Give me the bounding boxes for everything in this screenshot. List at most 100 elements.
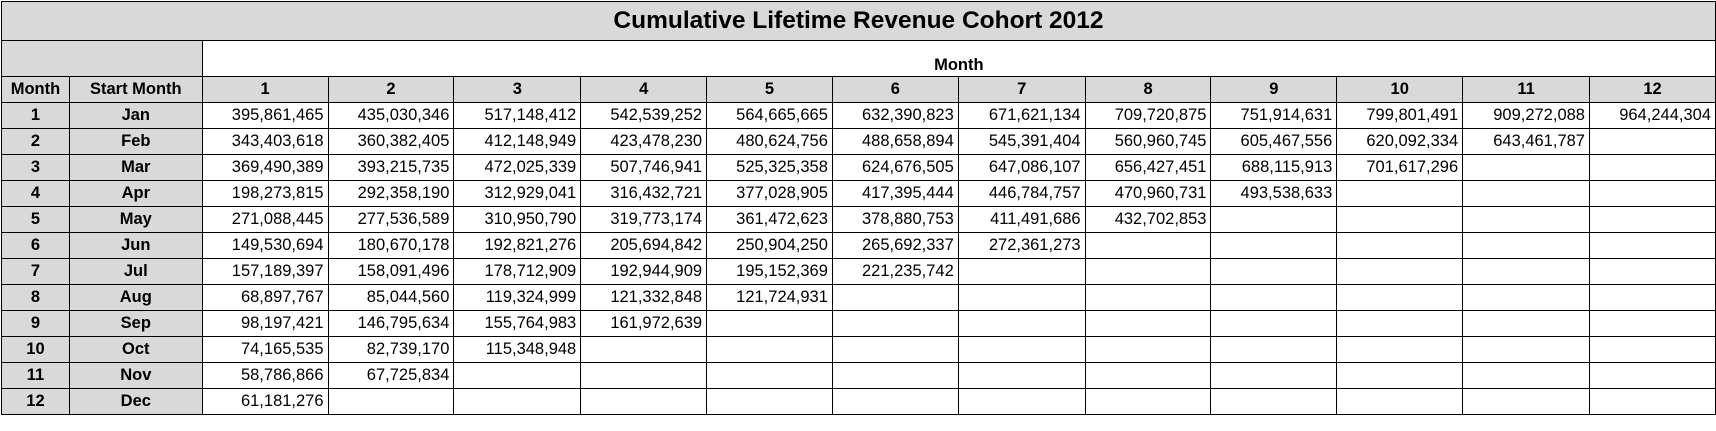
revenue-cell: 121,332,848	[580, 284, 708, 311]
revenue-cell	[1336, 362, 1464, 389]
revenue-cell: 488,658,894	[831, 128, 959, 155]
revenue-cell: 312,929,041	[453, 180, 582, 207]
column-header-month-2: 2	[327, 76, 455, 103]
revenue-cell: 395,861,465	[201, 102, 329, 129]
revenue-cell: 316,432,721	[580, 180, 708, 207]
revenue-cell: 624,676,505	[831, 154, 959, 181]
revenue-cell	[580, 388, 708, 415]
revenue-cell: 560,960,745	[1084, 128, 1212, 155]
revenue-cell	[1084, 232, 1212, 259]
revenue-cell: 58,786,866	[201, 362, 329, 389]
column-header-month-4: 4	[580, 76, 708, 103]
revenue-cell	[957, 284, 1086, 311]
revenue-cell: 98,197,421	[201, 310, 329, 337]
revenue-cell	[831, 336, 959, 363]
revenue-cell: 319,773,174	[580, 206, 708, 233]
revenue-cell: 369,490,389	[201, 154, 329, 181]
revenue-cell	[1084, 336, 1212, 363]
revenue-cell: 343,403,618	[201, 128, 329, 155]
column-header-month-11: 11	[1462, 76, 1590, 103]
revenue-cell: 525,325,358	[706, 154, 833, 181]
month-column-header: Month	[1, 76, 70, 103]
revenue-cell: 688,115,913	[1210, 154, 1338, 181]
cohort-month-cell: 5	[1, 206, 70, 233]
cohort-month-cell: 6	[1, 232, 70, 259]
revenue-cell	[1462, 180, 1590, 207]
revenue-cell	[1588, 180, 1716, 207]
revenue-cell	[831, 310, 959, 337]
revenue-cell	[1462, 310, 1590, 337]
revenue-cell	[1462, 388, 1590, 415]
column-header-month-3: 3	[453, 76, 582, 103]
corner-cell	[1, 40, 203, 77]
revenue-cell: 361,472,623	[706, 206, 833, 233]
revenue-cell	[706, 336, 833, 363]
cohort-month-cell: 11	[1, 362, 70, 389]
table-title: Cumulative Lifetime Revenue Cohort 2012	[1, 1, 1716, 41]
column-header-month-7: 7	[957, 76, 1086, 103]
revenue-cell	[327, 388, 455, 415]
revenue-cell: 378,880,753	[831, 206, 959, 233]
revenue-cell	[706, 362, 833, 389]
revenue-cell: 751,914,631	[1210, 102, 1338, 129]
revenue-cell: 67,725,834	[327, 362, 455, 389]
revenue-cell	[1588, 154, 1716, 181]
cohort-sheet: Cumulative Lifetime Revenue Cohort 2012 …	[1, 1, 1716, 415]
revenue-cell: 472,025,339	[453, 154, 582, 181]
revenue-cell: 432,702,853	[1084, 206, 1212, 233]
revenue-cell: 632,390,823	[831, 102, 959, 129]
revenue-cell: 671,621,134	[957, 102, 1086, 129]
cohort-month-cell: 1	[1, 102, 70, 129]
revenue-cell	[957, 388, 1086, 415]
column-header-month-10: 10	[1336, 76, 1464, 103]
revenue-cell: 205,694,842	[580, 232, 708, 259]
revenue-cell: 480,624,756	[706, 128, 833, 155]
start-month-cell: Aug	[68, 284, 203, 311]
revenue-cell: 198,273,815	[201, 180, 329, 207]
revenue-cell	[1084, 310, 1212, 337]
revenue-cell: 412,148,949	[453, 128, 582, 155]
revenue-cell: 272,361,273	[957, 232, 1086, 259]
start-month-cell: Apr	[68, 180, 203, 207]
column-header-month-1: 1	[201, 76, 329, 103]
revenue-cell	[1588, 206, 1716, 233]
cohort-month-cell: 3	[1, 154, 70, 181]
revenue-cell	[1462, 232, 1590, 259]
start-month-cell: Mar	[68, 154, 203, 181]
revenue-cell	[1588, 388, 1716, 415]
table-row: 12 Dec 61,181,276	[1, 388, 1716, 415]
revenue-cell: 656,427,451	[1084, 154, 1212, 181]
revenue-cell	[580, 362, 708, 389]
start-month-cell: Feb	[68, 128, 203, 155]
revenue-cell	[1336, 388, 1464, 415]
revenue-cell: 158,091,496	[327, 258, 455, 285]
revenue-cell: 195,152,369	[706, 258, 833, 285]
revenue-cell	[1588, 336, 1716, 363]
start-month-cell: Sep	[68, 310, 203, 337]
table-row: 3 Mar 369,490,389 393,215,735 472,025,339 507…	[1, 154, 1716, 181]
cohort-month-cell: 10	[1, 336, 70, 363]
revenue-cell	[957, 362, 1086, 389]
revenue-cell	[706, 310, 833, 337]
revenue-cell: 250,904,250	[706, 232, 833, 259]
revenue-cell: 161,972,639	[580, 310, 708, 337]
revenue-cell: 964,244,304	[1588, 102, 1716, 129]
revenue-cell	[1462, 284, 1590, 311]
start-month-cell: Jun	[68, 232, 203, 259]
revenue-cell	[1210, 388, 1338, 415]
revenue-cell	[706, 388, 833, 415]
revenue-cell	[1462, 258, 1590, 285]
revenue-cell: 423,478,230	[580, 128, 708, 155]
revenue-cell: 909,272,088	[1462, 102, 1590, 129]
table-row: 7 Jul 157,189,397 158,091,496 178,712,909 192…	[1, 258, 1716, 285]
revenue-cell: 178,712,909	[453, 258, 582, 285]
start-month-cell: Jul	[68, 258, 203, 285]
start-month-column-header: Start Month	[68, 76, 203, 103]
revenue-cell: 435,030,346	[327, 102, 455, 129]
revenue-cell	[1336, 336, 1464, 363]
start-month-cell: Dec	[68, 388, 203, 415]
revenue-cell: 292,358,190	[327, 180, 455, 207]
revenue-cell	[1084, 258, 1212, 285]
revenue-cell	[1210, 258, 1338, 285]
revenue-cell	[957, 336, 1086, 363]
